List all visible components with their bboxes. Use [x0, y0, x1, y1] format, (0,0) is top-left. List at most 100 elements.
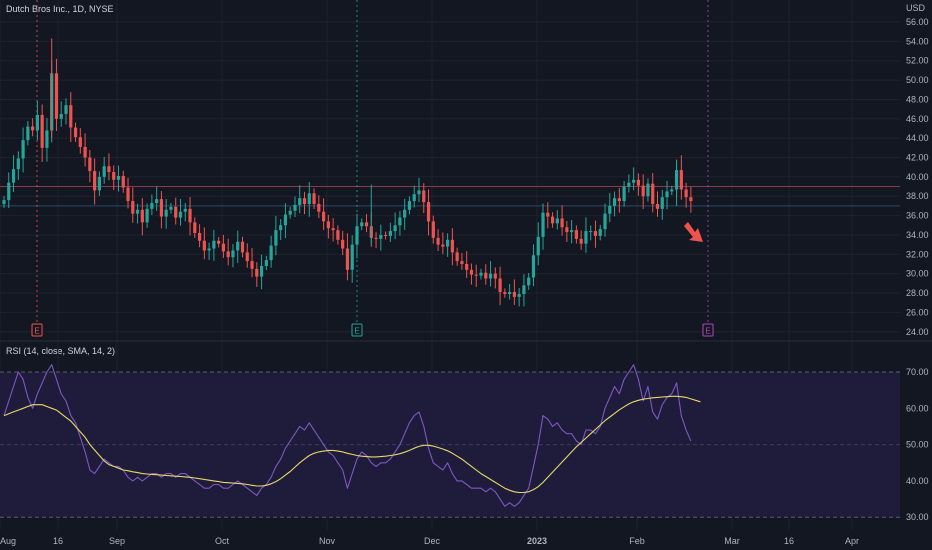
candle-body [188, 208, 192, 223]
price-tick-label: 36.00 [906, 211, 929, 221]
candle-body [484, 272, 488, 279]
candle-body [307, 193, 311, 204]
candle-body [326, 221, 330, 229]
time-tick-label: Oct [215, 536, 230, 546]
time-tick-label: 16 [784, 536, 794, 546]
candle-body [603, 213, 607, 230]
candle-body [11, 169, 16, 183]
candle-body [283, 214, 288, 226]
candle-body [26, 126, 30, 141]
candle-body [88, 157, 92, 172]
candle-body [321, 211, 326, 222]
candle-body [259, 265, 264, 277]
price-tick-label: 26.00 [906, 307, 929, 317]
candle-body [679, 170, 683, 190]
candle-body [627, 182, 631, 187]
red-down-arrow-annotation [684, 222, 703, 242]
candle-body [264, 260, 268, 266]
rsi-indicator-label[interactable]: RSI (14, close, SMA, 14, 2) [6, 346, 116, 356]
candle-body [135, 209, 140, 214]
candle-body [164, 209, 168, 217]
candle-body [374, 237, 378, 239]
candle-body [641, 185, 645, 197]
candle-body [589, 231, 593, 233]
candle-body [364, 222, 369, 227]
rsi-panel [0, 364, 900, 518]
candle-body [536, 236, 540, 256]
time-tick-label: Feb [629, 536, 645, 546]
earnings-badge-label: E [34, 327, 39, 336]
rsi-tick-label: 60.00 [906, 403, 929, 413]
candle-body [598, 229, 602, 236]
price-axis: USD 56.00 54.00 52.00 50.00 48.00 46.00 44.00 42… [906, 3, 929, 337]
candle-body [207, 248, 211, 251]
time-tick-label: Nov [319, 536, 336, 546]
earnings-badge-label: E [705, 327, 710, 336]
earnings-badge [702, 323, 714, 337]
price-tick-label: 56.00 [906, 17, 929, 27]
candle-body [407, 201, 412, 210]
candle-body [665, 191, 669, 198]
candle-body [345, 248, 350, 270]
candle-body [403, 209, 407, 218]
price-tick-label: 30.00 [906, 269, 929, 279]
candle-body [426, 202, 431, 222]
price-tick-label: 34.00 [906, 230, 929, 240]
candle-body [636, 179, 641, 186]
candlesticks [2, 38, 693, 307]
price-tick-label: 40.00 [906, 172, 929, 182]
candle-body [655, 203, 660, 209]
candle-body [145, 208, 149, 223]
candle-body [555, 218, 559, 224]
time-tick-label: 16 [53, 536, 63, 546]
candle-body [660, 197, 664, 209]
candle-body [527, 277, 531, 286]
ticker-title: Dutch Bros Inc., 1D, NYSE [6, 4, 114, 14]
candle-body [522, 285, 526, 295]
candle-body [417, 190, 421, 195]
candle-body [398, 217, 402, 226]
price-tick-label: 44.00 [906, 133, 929, 143]
candle-body [503, 292, 507, 295]
candle-body [121, 175, 125, 188]
candle-body [689, 197, 693, 202]
candle-body [651, 183, 655, 204]
candle-body [155, 199, 159, 204]
time-tick-label: Mar [724, 536, 740, 546]
earnings-badge [31, 323, 43, 337]
candle-body [274, 230, 278, 246]
price-tick-label: 24.00 [906, 327, 929, 337]
rsi-axis: 70.00 60.00 50.00 40.00 30.00 [906, 367, 929, 522]
candle-body [341, 239, 345, 249]
time-tick-label: 2023 [527, 536, 547, 546]
candle-body [632, 179, 636, 183]
candle-body [2, 200, 6, 204]
candle-body [217, 240, 221, 244]
candle-body [498, 278, 502, 293]
candle-body [350, 244, 354, 270]
candle-body [617, 198, 621, 202]
candle-body [288, 210, 292, 215]
earnings-badge [351, 323, 363, 337]
candle-body [508, 292, 512, 295]
price-tick-label: 54.00 [906, 36, 929, 46]
candle-body [431, 221, 435, 238]
rsi-tick-label: 50.00 [906, 440, 929, 450]
candle-body [541, 212, 545, 237]
candle-body [531, 255, 536, 278]
candle-body [422, 190, 426, 203]
candle-body [54, 73, 59, 119]
candle-body [178, 211, 183, 218]
candle-body [608, 205, 612, 214]
candle-body [493, 273, 497, 279]
candle-body [379, 234, 383, 239]
candle-body [116, 175, 121, 180]
candle-body [35, 114, 39, 131]
candle-body [226, 251, 230, 258]
candle-body [565, 227, 569, 233]
candle-body [93, 171, 97, 191]
candle-body [221, 243, 226, 252]
candle-body [150, 203, 154, 209]
